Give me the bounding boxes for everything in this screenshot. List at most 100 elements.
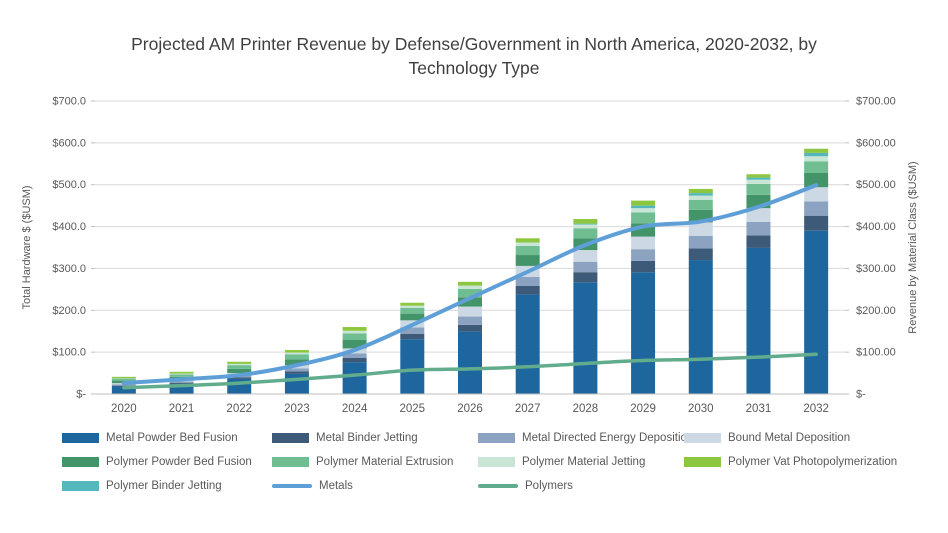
legend-color-swatch-icon xyxy=(272,433,309,443)
legend-item-label: Metal Powder Bed Fusion xyxy=(106,432,238,444)
bar-segment xyxy=(804,156,829,162)
x-axis-label: 2023 xyxy=(284,403,310,415)
bar-segment xyxy=(342,353,367,359)
bar-segment xyxy=(573,219,598,224)
bar-segment xyxy=(746,221,771,236)
bar-segment xyxy=(169,382,194,384)
bar-segment xyxy=(631,208,656,213)
bar-segment xyxy=(284,352,309,355)
legend-item-label: Polymer Powder Bed Fusion xyxy=(106,456,252,468)
left-axis-tick-label: $200.0 xyxy=(52,305,86,317)
chart-legend: Metal Powder Bed Fusion Metal Binder Jett… xyxy=(62,432,932,492)
x-axis-label: 2030 xyxy=(688,403,714,415)
bar-segment xyxy=(169,383,194,394)
legend-color-swatch-icon xyxy=(62,457,99,467)
bar-segment xyxy=(458,331,482,394)
right-axis-tick-label: $500.00 xyxy=(856,179,896,191)
bar-segment xyxy=(804,152,829,157)
left-axis-tick-label: $700.0 xyxy=(52,96,86,108)
bar-segment xyxy=(227,361,252,364)
right-axis-tick-label: $300.00 xyxy=(856,263,896,275)
bar-segment xyxy=(342,358,367,363)
legend-item-polymer-powder-bed-fusion: Polymer Powder Bed Fusion xyxy=(62,456,272,468)
bar-segment xyxy=(458,306,482,317)
bar-segment xyxy=(458,297,482,307)
bar-segment xyxy=(515,245,540,256)
chart-title-text: Projected AM Printer Revenue by Defense/… xyxy=(131,34,817,79)
x-axis-label: 2022 xyxy=(226,403,252,415)
bar-segment xyxy=(515,238,540,243)
bar-segment xyxy=(169,374,194,377)
bar-segment xyxy=(227,363,252,366)
right-axis-tick-label: $200.00 xyxy=(856,305,896,317)
bar-segment xyxy=(515,242,540,246)
legend-item-polymer-material-jetting: Polymer Material Jetting xyxy=(478,456,684,468)
bar-segment xyxy=(515,276,540,287)
bar-segment xyxy=(688,193,713,196)
bar-segment xyxy=(631,200,656,206)
bar-segment xyxy=(169,371,194,374)
bar-segment xyxy=(688,260,713,394)
legend-color-swatch-icon xyxy=(684,457,721,467)
bar-segment xyxy=(227,365,252,369)
right-axis-tick-label: $100.00 xyxy=(856,347,896,359)
legend-color-swatch-icon xyxy=(478,433,515,443)
legend-item-label: Metals xyxy=(319,480,353,492)
bar-segment xyxy=(227,368,252,374)
bar-segment xyxy=(169,381,194,383)
bar-segment xyxy=(573,261,598,273)
bar-segment xyxy=(688,235,713,249)
bar-segment xyxy=(515,294,540,394)
legend-item-metals: Metals xyxy=(272,480,478,492)
bar-segment xyxy=(746,179,771,184)
bar-segment xyxy=(746,235,771,248)
legend-line-swatch-icon xyxy=(272,484,312,488)
bar-segment xyxy=(631,205,656,209)
bar-segment xyxy=(746,177,771,180)
bar-segment xyxy=(284,354,309,360)
x-axis-label: 2025 xyxy=(400,403,426,415)
legend-item-label: Polymer Binder Jetting xyxy=(106,480,222,492)
bar-segment xyxy=(631,260,656,273)
bar-segment xyxy=(804,201,829,216)
metals-line xyxy=(121,183,819,386)
bar-segment xyxy=(458,324,482,332)
bar-segment xyxy=(400,305,425,308)
right-axis-tick-label: $400.00 xyxy=(856,221,896,233)
bar-segment xyxy=(284,359,309,366)
bar-segment xyxy=(631,249,656,261)
legend-item-label: Polymer Vat Photopolymerization xyxy=(728,456,898,468)
left-axis-tick-label: $500.0 xyxy=(52,179,86,191)
bar-segment xyxy=(400,313,425,321)
bar-segment xyxy=(400,339,425,394)
legend-item-label: Bound Metal Deposition xyxy=(728,432,851,444)
bar-segment xyxy=(746,208,771,222)
legend-color-swatch-icon xyxy=(62,433,99,443)
x-axis-label: 2020 xyxy=(111,403,137,415)
bar-segment xyxy=(400,302,425,306)
bar-segment xyxy=(515,255,540,266)
bar-segment xyxy=(804,215,829,231)
bar-segment xyxy=(804,187,829,202)
bar-segment xyxy=(342,340,367,349)
legend-item-label: Metal Binder Jetting xyxy=(316,432,418,444)
legend-color-swatch-icon xyxy=(62,481,99,491)
bar-segment xyxy=(400,333,425,340)
legend-item-metal-powder-bed-fusion: Metal Powder Bed Fusion xyxy=(62,432,272,444)
legend-item-metal-directed-energy-deposition: Metal Directed Energy Deposition xyxy=(478,432,693,444)
bar-segment xyxy=(284,373,309,394)
bar-segment xyxy=(573,224,598,229)
bar-segment xyxy=(688,188,713,194)
x-axis-label: 2031 xyxy=(746,403,772,415)
bar-segment xyxy=(111,386,136,394)
left-axis-tick-label: $600.0 xyxy=(52,137,86,149)
plot-area: $- $- $100.0 $100.00 $200.0 $200.00 $300.0 $300… xyxy=(0,85,948,425)
left-axis-tick-label: $300.0 xyxy=(52,263,86,275)
legend-line-swatch-icon xyxy=(478,484,518,488)
x-axis-label: 2028 xyxy=(573,403,599,415)
bar-segment xyxy=(342,330,367,334)
bar-segment xyxy=(458,316,482,325)
bar-segment xyxy=(111,376,136,379)
x-axis-label: 2029 xyxy=(630,403,656,415)
legend-color-swatch-icon xyxy=(684,433,721,443)
